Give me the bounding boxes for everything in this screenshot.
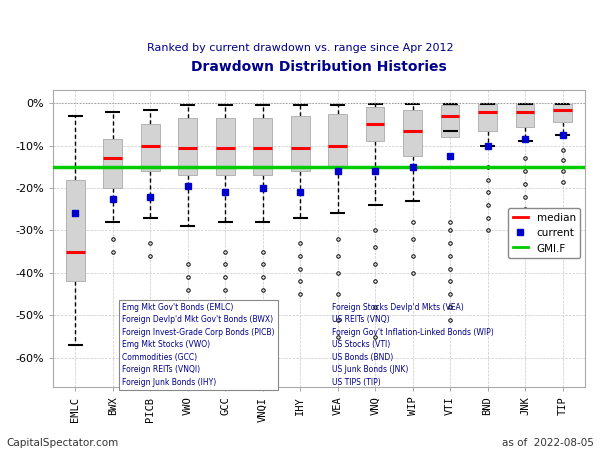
Text: Emg Mkt Gov't Bonds (EMLC)
Foreign Devlp'd Mkt Gov't Bonds (BWX)
Foreign Invest-: Emg Mkt Gov't Bonds (EMLC) Foreign Devlp…	[122, 303, 274, 387]
Bar	[441, 105, 460, 137]
Bar	[103, 139, 122, 188]
Text: Foreign Stocks Devlp'd Mkts (VEA)
US REITs (VNQ)
Foreign Gov't Inflation-Linked : Foreign Stocks Devlp'd Mkts (VEA) US REI…	[332, 303, 494, 387]
Bar	[515, 104, 535, 126]
Bar	[253, 118, 272, 176]
Bar	[403, 109, 422, 156]
Bar	[328, 114, 347, 167]
Bar	[141, 124, 160, 171]
Bar	[178, 118, 197, 176]
Text: CapitalSpectator.com: CapitalSpectator.com	[6, 438, 118, 448]
Text: Ranked by current drawdown vs. range since Apr 2012: Ranked by current drawdown vs. range sin…	[146, 43, 454, 53]
Bar	[291, 116, 310, 171]
Bar	[366, 108, 385, 141]
Bar	[553, 104, 572, 122]
Bar	[216, 118, 235, 176]
Title: Drawdown Distribution Histories: Drawdown Distribution Histories	[191, 60, 447, 74]
Bar	[66, 180, 85, 281]
Text: as of  2022-08-05: as of 2022-08-05	[502, 438, 594, 448]
Legend: median, current, GMI.F: median, current, GMI.F	[508, 208, 580, 258]
Bar	[478, 104, 497, 131]
